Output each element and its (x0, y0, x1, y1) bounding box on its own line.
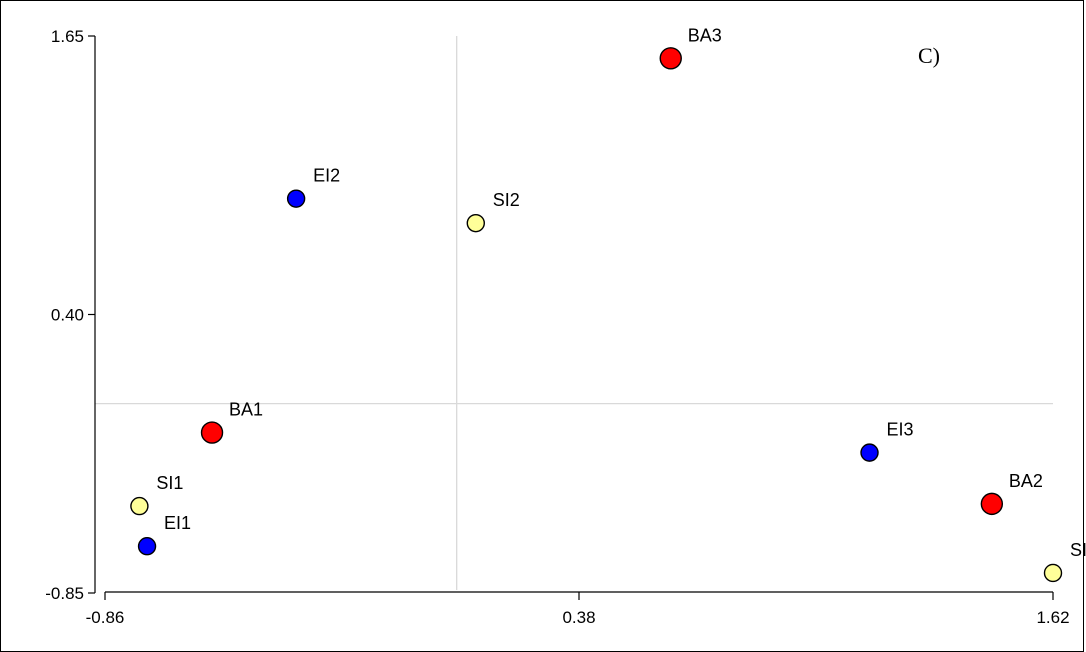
point-label-ba2: BA2 (1009, 471, 1043, 491)
y-tick-label: 0.40 (51, 306, 84, 325)
y-tick-label: 1.65 (51, 27, 84, 46)
point-label-si3: SI3 (1070, 540, 1086, 560)
point-si3 (1043, 563, 1063, 583)
point-label-ba1: BA1 (229, 400, 263, 420)
point-label-ei1: EI1 (164, 513, 191, 533)
x-tick-label: -0.86 (86, 608, 125, 627)
point-label-ei3: EI3 (887, 420, 914, 440)
point-ba1 (200, 421, 224, 444)
point-label-si2: SI2 (493, 190, 520, 210)
x-tick-label: 0.38 (562, 608, 595, 627)
point-ei1 (137, 537, 157, 556)
y-tick-label: -0.85 (45, 584, 84, 603)
x-tick-label: 1.62 (1036, 608, 1069, 627)
data-points (130, 47, 1063, 583)
point-ba3 (659, 47, 682, 70)
point-labels: BA3 EI2 SI2 BA1 EI3 BA2 SI1 EI1 SI3 (156, 25, 1086, 560)
axes (88, 35, 1054, 600)
point-label-si1: SI1 (156, 473, 183, 493)
point-label-ei2: EI2 (313, 166, 340, 186)
panel-label: C) (918, 43, 940, 68)
point-ei2 (286, 189, 306, 208)
point-si1 (130, 496, 149, 516)
point-si2 (466, 213, 485, 233)
reference-lines (95, 36, 1053, 590)
point-label-ba3: BA3 (688, 25, 722, 45)
point-ei3 (860, 443, 879, 462)
tick-labels: -0.85 0.40 1.65 -0.86 0.38 1.62 (45, 27, 1069, 627)
point-ba2 (980, 492, 1004, 516)
